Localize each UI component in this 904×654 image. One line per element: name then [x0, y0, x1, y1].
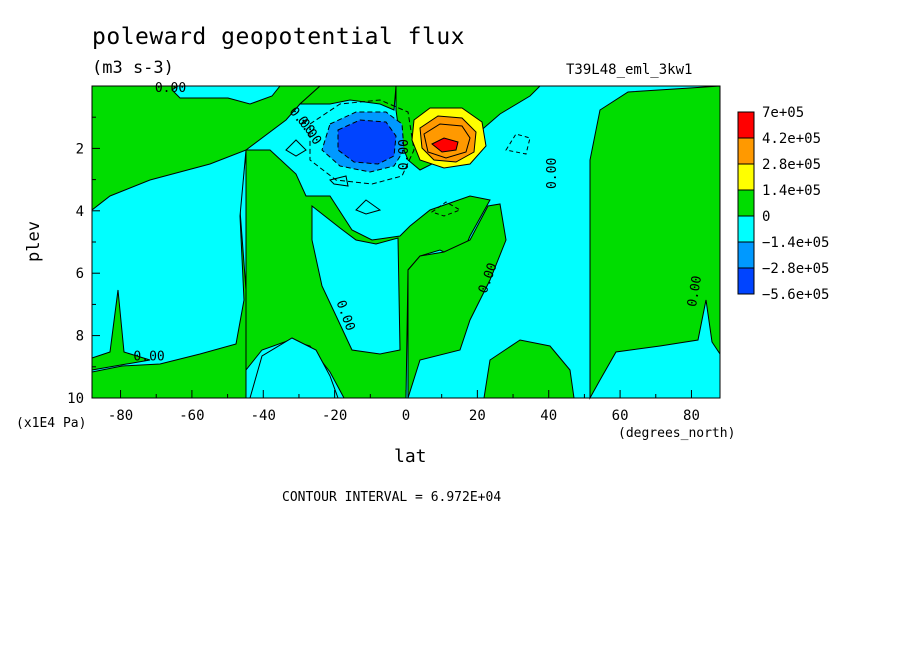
- field-negative-south-lower: [91, 149, 247, 373]
- x-tick-label: 20: [469, 408, 486, 424]
- y-axis: 2 4 6 8 10: [67, 116, 100, 407]
- colorbar-swatch: [737, 163, 755, 191]
- x-tick-label: 40: [540, 408, 557, 424]
- colorbar: 7e+05 4.2e+05 2.8e+05 1.4e+05 0 −1.4e+05 −2.8e…: [737, 105, 829, 303]
- colorbar-swatch: [737, 137, 755, 165]
- core-positive-inner: [431, 137, 459, 153]
- x-tick-label: 80: [683, 408, 700, 424]
- colorbar-label: −2.8e+05: [762, 261, 829, 277]
- x-tick-label: 0: [402, 408, 410, 424]
- chart-title: poleward geopotential flux: [92, 24, 466, 50]
- field-positive-top-south: [298, 85, 397, 111]
- colorbar-swatch: [737, 111, 755, 139]
- contour-negative-ring: [309, 99, 415, 185]
- colorbar-label: −1.4e+05: [762, 235, 829, 251]
- colorbar-label: −5.6e+05: [762, 287, 829, 303]
- colorbar-swatch: [737, 215, 755, 243]
- colorbar-label: 1.4e+05: [762, 183, 821, 199]
- y-tick-label: 2: [76, 141, 84, 157]
- contour-label: 0.00: [155, 81, 186, 96]
- contour-label: 0.00: [545, 158, 560, 189]
- colorbar-label: 4.2e+05: [762, 131, 821, 147]
- contour-small-4: [355, 199, 382, 215]
- y-axis-units: (x1E4 Pa): [16, 416, 87, 431]
- y-tick-label: 4: [76, 204, 84, 220]
- colorbar-label: 0: [762, 209, 770, 225]
- x-axis-units: (degrees_north): [618, 426, 736, 441]
- field-negative-central-pocket: [311, 204, 401, 355]
- colorbar-swatch: [737, 267, 755, 295]
- x-tick-label: -80: [108, 408, 133, 424]
- x-tick-label: -20: [322, 408, 347, 424]
- y-tick-label: 8: [76, 329, 84, 345]
- contour-label: 0.00: [133, 350, 164, 365]
- contour-label: 0.00: [397, 139, 412, 170]
- core-negative-inner: [337, 119, 397, 165]
- x-tick-label: 60: [612, 408, 629, 424]
- field-positive-north-central: [407, 203, 507, 399]
- field-positive-north-polar: [589, 85, 721, 400]
- colorbar-label: 7e+05: [762, 105, 804, 121]
- x-tick-label: -60: [179, 408, 204, 424]
- plot-area: 0.000.000.000.000.000.000.000.000.00 -80…: [67, 81, 721, 424]
- contour-positive-ring: [423, 123, 471, 159]
- contour-label: 0.00: [685, 275, 705, 308]
- contour-interval: CONTOUR INTERVAL = 6.972E+04: [282, 490, 502, 505]
- x-tick-label: -40: [251, 408, 276, 424]
- x-axis-label: lat: [394, 446, 427, 467]
- x-axis: -80 -60 -40 -20 0 20 40 60 80: [108, 390, 700, 424]
- colorbar-label: 2.8e+05: [762, 157, 821, 173]
- contour-small-1: [505, 133, 531, 155]
- y-tick-label: 6: [76, 266, 84, 282]
- contour-small-5: [329, 175, 349, 187]
- contour-small-3: [285, 139, 307, 157]
- colorbar-swatch: [737, 241, 755, 269]
- y-tick-label: 10: [67, 391, 84, 407]
- colorbar-swatch: [737, 189, 755, 217]
- chart-units: (m3 s-3): [92, 58, 174, 78]
- run-label: T39L48_eml_3kw1: [566, 62, 693, 78]
